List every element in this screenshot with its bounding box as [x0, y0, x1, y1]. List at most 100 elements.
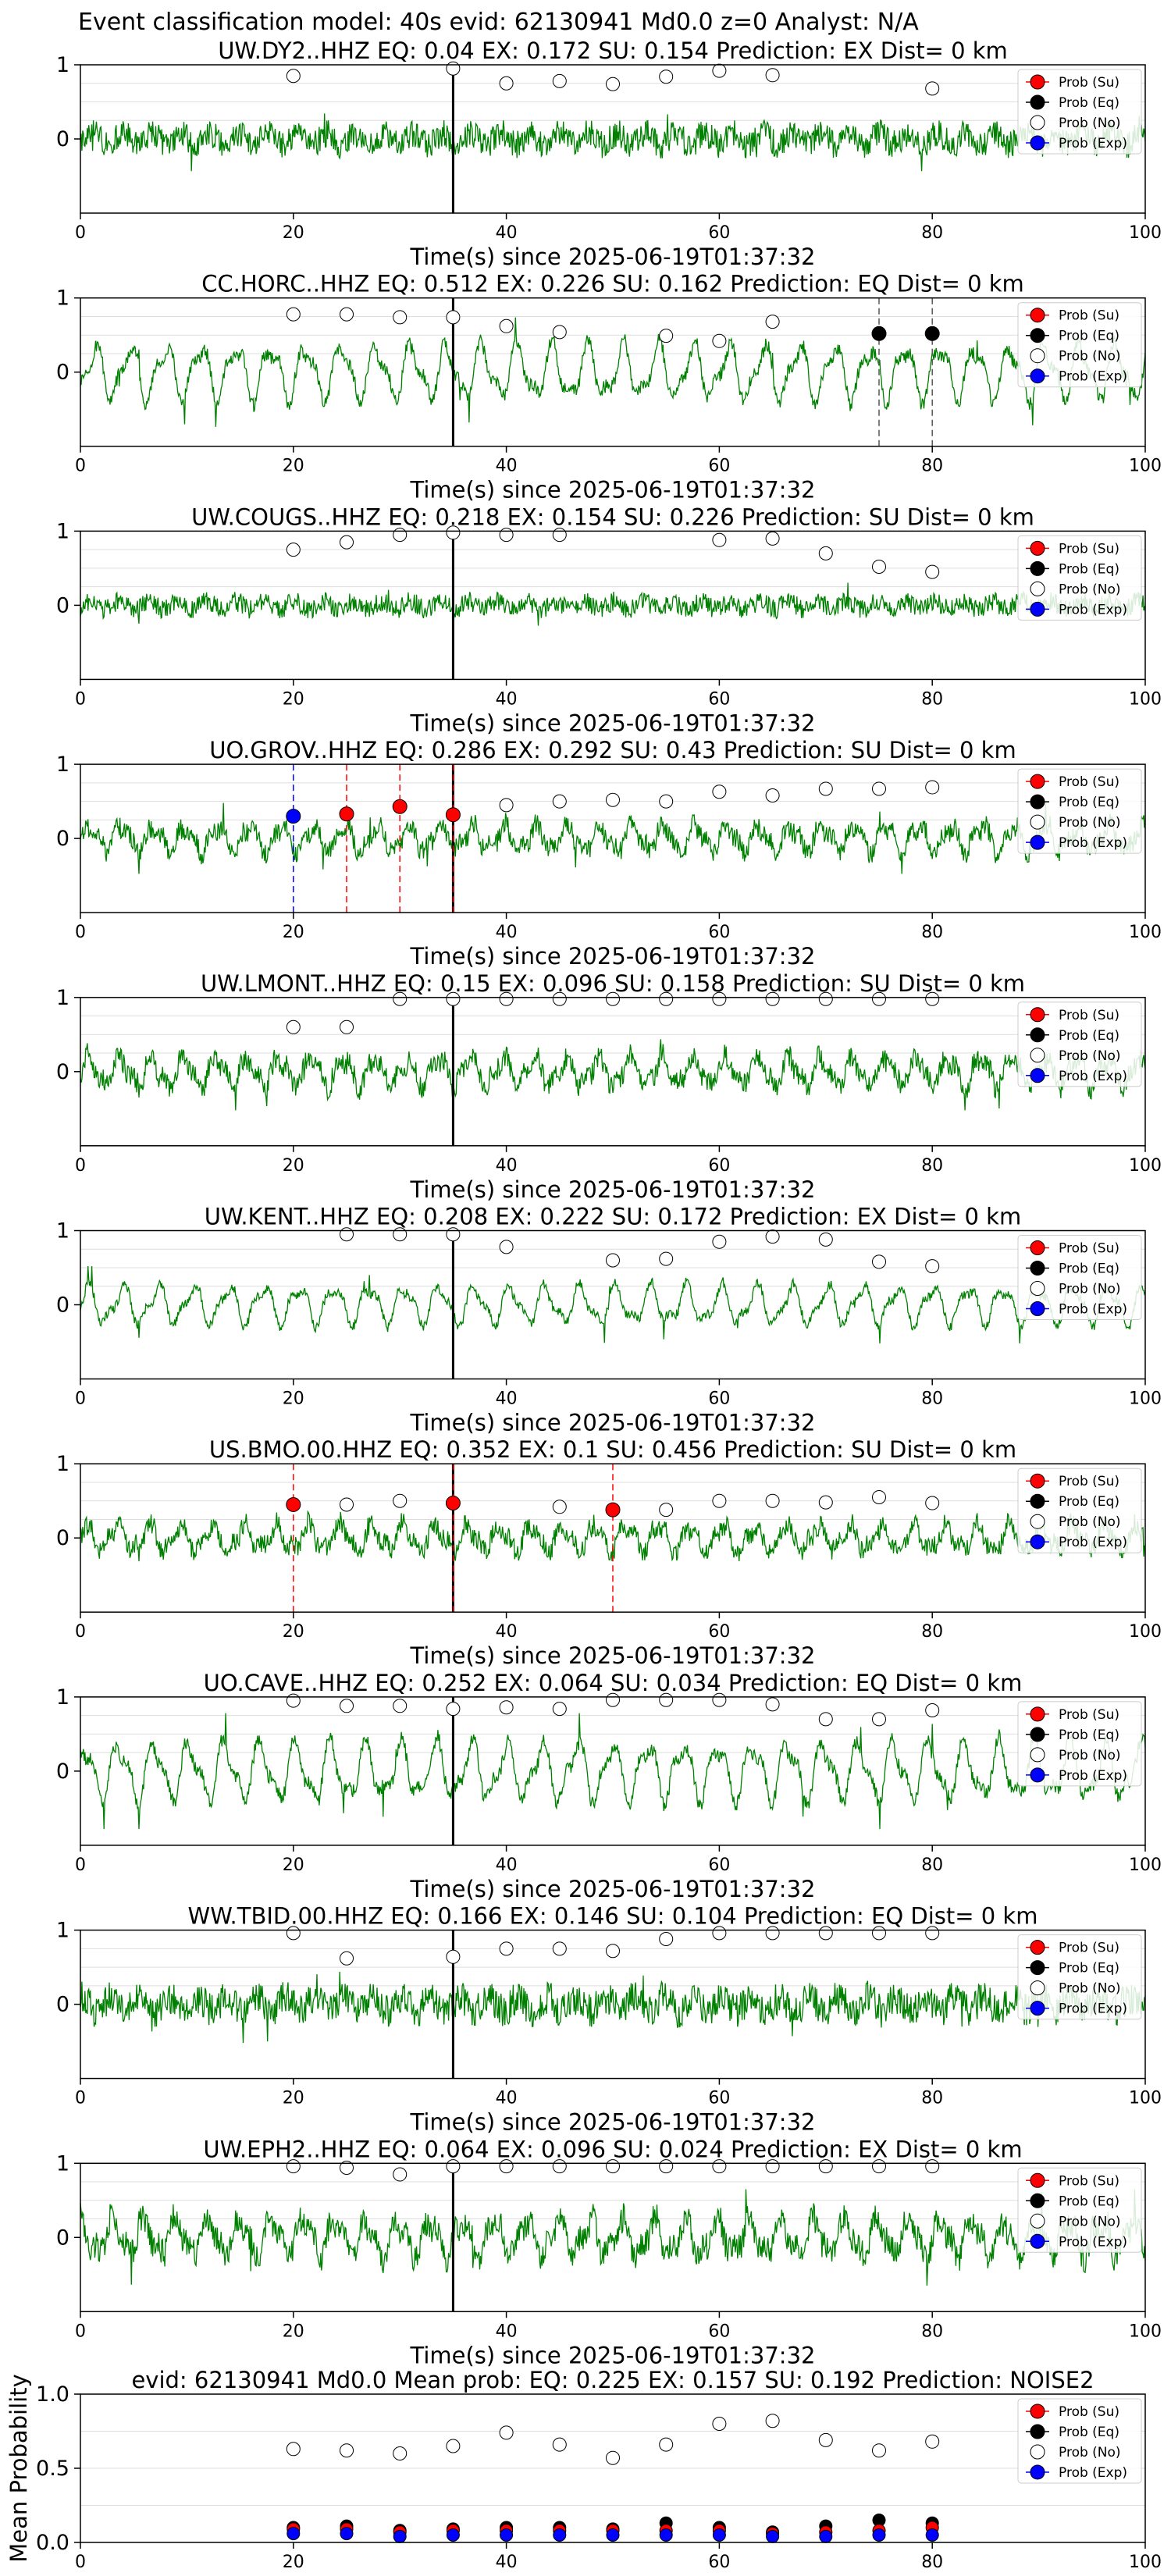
no-mean-point: [659, 2437, 674, 2452]
legend-label: Prob (Exp): [1059, 136, 1127, 151]
noise-prob-point: [818, 1495, 833, 1510]
x-tick-label: 80: [921, 1156, 943, 1176]
no-mean-point: [818, 2432, 833, 2447]
noise-prob-point: [872, 1254, 886, 1269]
noise-prob-point: [286, 1926, 301, 1941]
exp-mean-point: [393, 2529, 407, 2543]
x-tick-label: 20: [283, 1622, 304, 1642]
no-mean-point: [712, 2417, 727, 2431]
x-tick-label: 80: [921, 2089, 943, 2108]
legend-marker: [1030, 1960, 1045, 1976]
x-tick-label: 100: [1129, 1389, 1162, 1409]
y-tick-label: 0.5: [36, 2457, 69, 2481]
waveform-panel-4: UO.GROV..HHZ EQ: 0.286 EX: 0.292 SU: 0.4…: [56, 737, 1162, 970]
legend-marker: [1030, 1007, 1045, 1023]
noise-prob-point: [765, 1697, 780, 1712]
y-tick-label: 1: [56, 2151, 69, 2176]
legend-marker: [1030, 348, 1045, 364]
x-tick-label: 0: [75, 2089, 86, 2108]
noise-prob-point: [872, 1489, 886, 1504]
no-mean-point: [925, 2434, 940, 2449]
legend-marker: [1030, 581, 1045, 596]
noise-prob-point: [765, 531, 780, 546]
legend-label: Prob (Eq): [1059, 1727, 1119, 1743]
x-tick-label: 40: [496, 2553, 518, 2572]
legend-marker: [1030, 2172, 1045, 2188]
noise-prob-point: [286, 2159, 301, 2174]
x-tick-label: 0: [75, 2322, 86, 2341]
noise-prob-point: [765, 315, 780, 329]
noise-prob-point: [393, 528, 408, 543]
no-mean-point: [393, 2446, 408, 2460]
y-tick-label: 0: [56, 1759, 69, 1784]
legend-label: Prob (Eq): [1059, 1028, 1119, 1044]
legend-label: Prob (Eq): [1059, 2194, 1119, 2209]
x-tick-label: 60: [708, 1389, 730, 1409]
x-tick-label: 100: [1129, 1622, 1162, 1642]
legend-box: [1017, 1002, 1142, 1087]
legend-label: Prob (Exp): [1059, 369, 1127, 385]
noise-prob-point: [499, 76, 514, 91]
noise-prob-point: [818, 1712, 833, 1727]
panel-title: UO.CAVE..HHZ EQ: 0.252 EX: 0.064 SU: 0.0…: [204, 1670, 1023, 1696]
waveform-trace: [80, 1713, 1146, 1830]
noise-prob-point: [925, 81, 940, 96]
noise-prob-point: [765, 991, 780, 1006]
mean-probability-panel: evid: 62130941 Md0.0 Mean prob: EQ: 0.22…: [5, 2367, 1162, 2572]
su-prob-point: [339, 806, 354, 822]
panel-title: US.BMO.00.HHZ EQ: 0.352 EX: 0.1 SU: 0.45…: [209, 1436, 1016, 1463]
noise-prob-point: [286, 307, 301, 322]
noise-prob-point: [393, 1493, 408, 1508]
x-tick-label: 0: [75, 1856, 86, 1875]
x-axis-label: Time(s) since 2025-06-19T01:37:32: [410, 943, 816, 970]
noise-prob-point: [340, 2161, 354, 2175]
noise-prob-point: [446, 1702, 461, 1717]
legend-marker: [1030, 2403, 1045, 2419]
y-tick-label: 1: [56, 53, 69, 77]
noise-prob-point: [606, 1692, 620, 1707]
waveform-panel-9: WW.TBID.00.HHZ EQ: 0.166 EX: 0.146 SU: 0…: [56, 1903, 1162, 2136]
x-tick-label: 60: [708, 923, 730, 942]
su-prob-point: [286, 1496, 301, 1512]
x-tick-label: 20: [283, 2322, 304, 2341]
legend-label: Prob (Exp): [1059, 1069, 1127, 1084]
legend-label: Prob (Exp): [1059, 2001, 1127, 2017]
x-tick-label: 100: [1129, 689, 1162, 709]
no-mean-point: [765, 2414, 780, 2428]
noise-prob-point: [286, 543, 301, 557]
x-tick-label: 60: [708, 1622, 730, 1642]
panel-title: WW.TBID.00.HHZ EQ: 0.166 EX: 0.146 SU: 0…: [188, 1903, 1038, 1930]
legend-label: Prob (Exp): [1059, 2234, 1127, 2250]
noise-prob-point: [499, 2159, 514, 2174]
y-tick-label: 1: [56, 1919, 69, 1943]
su-prob-point: [392, 799, 408, 814]
noise-prob-point: [393, 2167, 408, 2182]
x-axis-label: Time(s) since 2025-06-19T01:37:32: [410, 2342, 816, 2368]
noise-prob-point: [659, 69, 674, 84]
legend-marker: [1030, 1940, 1045, 1955]
legend-marker: [1030, 1048, 1045, 1063]
legend-label: Prob (No): [1059, 1048, 1121, 1064]
noise-prob-point: [393, 1699, 408, 1713]
legend-label: Prob (Eq): [1059, 329, 1119, 344]
noise-prob-point: [712, 1926, 727, 1941]
su-prob-point: [605, 1502, 621, 1517]
exp-mean-point: [659, 2528, 673, 2542]
y-tick-label: 1: [56, 753, 69, 777]
legend-marker: [1030, 1473, 1045, 1489]
noise-prob-point: [446, 1227, 461, 1242]
axes-frame: [80, 997, 1146, 1147]
noise-prob-point: [606, 76, 620, 91]
noise-prob-point: [446, 1949, 461, 1964]
x-tick-label: 40: [496, 2089, 518, 2108]
waveform-trace: [80, 1265, 1146, 1344]
x-tick-label: 100: [1129, 2553, 1162, 2572]
legend-marker: [1030, 834, 1045, 850]
x-axis-label: Time(s) since 2025-06-19T01:37:32: [410, 1876, 816, 1902]
exp-mean-point: [872, 2528, 886, 2542]
y-tick-label: 0.0: [36, 2531, 69, 2555]
legend-label: Prob (Su): [1059, 1707, 1119, 1723]
x-tick-label: 20: [283, 1856, 304, 1875]
noise-prob-point: [606, 991, 620, 1006]
x-tick-label: 20: [283, 223, 304, 243]
